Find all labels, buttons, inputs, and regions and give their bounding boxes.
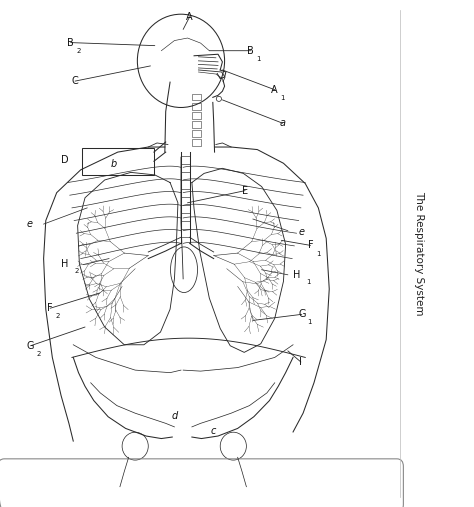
Text: c: c bbox=[211, 426, 216, 436]
Text: 1: 1 bbox=[280, 95, 285, 101]
Text: D: D bbox=[61, 155, 68, 165]
Text: B: B bbox=[247, 46, 254, 56]
Text: H: H bbox=[61, 259, 68, 269]
Text: G: G bbox=[298, 309, 306, 319]
Text: H: H bbox=[293, 270, 300, 280]
Text: 1: 1 bbox=[256, 56, 261, 62]
Text: e: e bbox=[27, 219, 33, 229]
Bar bbox=[192, 112, 201, 119]
Bar bbox=[192, 130, 201, 137]
Text: 1: 1 bbox=[307, 319, 312, 325]
Text: C: C bbox=[72, 76, 78, 86]
Text: B: B bbox=[67, 38, 74, 48]
Text: a: a bbox=[280, 118, 285, 128]
Text: 2: 2 bbox=[74, 268, 79, 274]
Bar bbox=[192, 139, 201, 146]
Text: b: b bbox=[111, 159, 118, 169]
Text: A: A bbox=[186, 12, 193, 22]
Text: 2: 2 bbox=[36, 351, 41, 357]
Bar bbox=[192, 103, 201, 110]
Text: E: E bbox=[242, 186, 248, 196]
Text: I: I bbox=[300, 357, 302, 367]
Text: A: A bbox=[272, 85, 278, 95]
Bar bbox=[82, 148, 154, 175]
Text: 1: 1 bbox=[316, 250, 320, 257]
Text: G: G bbox=[27, 341, 34, 351]
Text: 2: 2 bbox=[56, 313, 60, 319]
Text: F: F bbox=[47, 303, 53, 313]
Bar bbox=[192, 121, 201, 128]
Text: 1: 1 bbox=[306, 279, 310, 285]
Bar bbox=[192, 94, 201, 100]
Text: 2: 2 bbox=[76, 48, 81, 54]
Text: The Respiratory System: The Respiratory System bbox=[414, 191, 424, 316]
Text: F: F bbox=[308, 240, 313, 250]
Text: e: e bbox=[299, 227, 305, 237]
Text: d: d bbox=[171, 411, 178, 421]
